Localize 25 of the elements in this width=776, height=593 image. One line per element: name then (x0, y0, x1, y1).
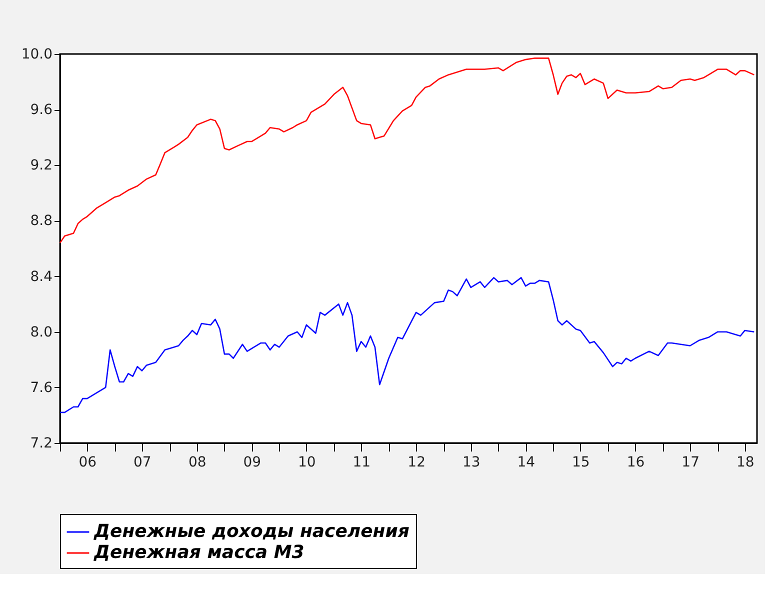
x-tick-label: 15 (572, 454, 590, 470)
x-tick-label: 08 (188, 454, 206, 470)
y-tick-label: 8.0 (30, 324, 52, 340)
legend-label: Денежные доходы населения (93, 521, 410, 542)
line-series (59, 277, 755, 414)
x-tick-label: 16 (626, 454, 645, 470)
x-tick-label: 18 (736, 454, 754, 470)
x-tick-label: 12 (408, 454, 426, 470)
x-tick-label: 06 (78, 454, 97, 470)
x-tick-label: 10 (298, 454, 316, 470)
line-series (59, 58, 755, 244)
x-tick-label: 11 (352, 454, 371, 470)
x-tick-label: 07 (134, 454, 152, 470)
x-tick-label: 09 (243, 454, 262, 470)
y-tick-label: 9.6 (30, 102, 53, 118)
y-tick-label: 8.8 (30, 213, 52, 230)
legend-label: Денежная масса М3 (93, 542, 304, 563)
x-tick-label: 13 (462, 454, 480, 470)
y-tick-label: 10.0 (21, 46, 52, 62)
y-tick-label: 9.2 (30, 158, 52, 174)
y-tick-label: 8.4 (30, 268, 53, 285)
y-tick-label: 7.6 (30, 380, 53, 396)
x-tick-label: 14 (517, 454, 536, 470)
y-tick-label: 7.2 (30, 436, 52, 452)
x-tick-label: 17 (682, 454, 700, 470)
